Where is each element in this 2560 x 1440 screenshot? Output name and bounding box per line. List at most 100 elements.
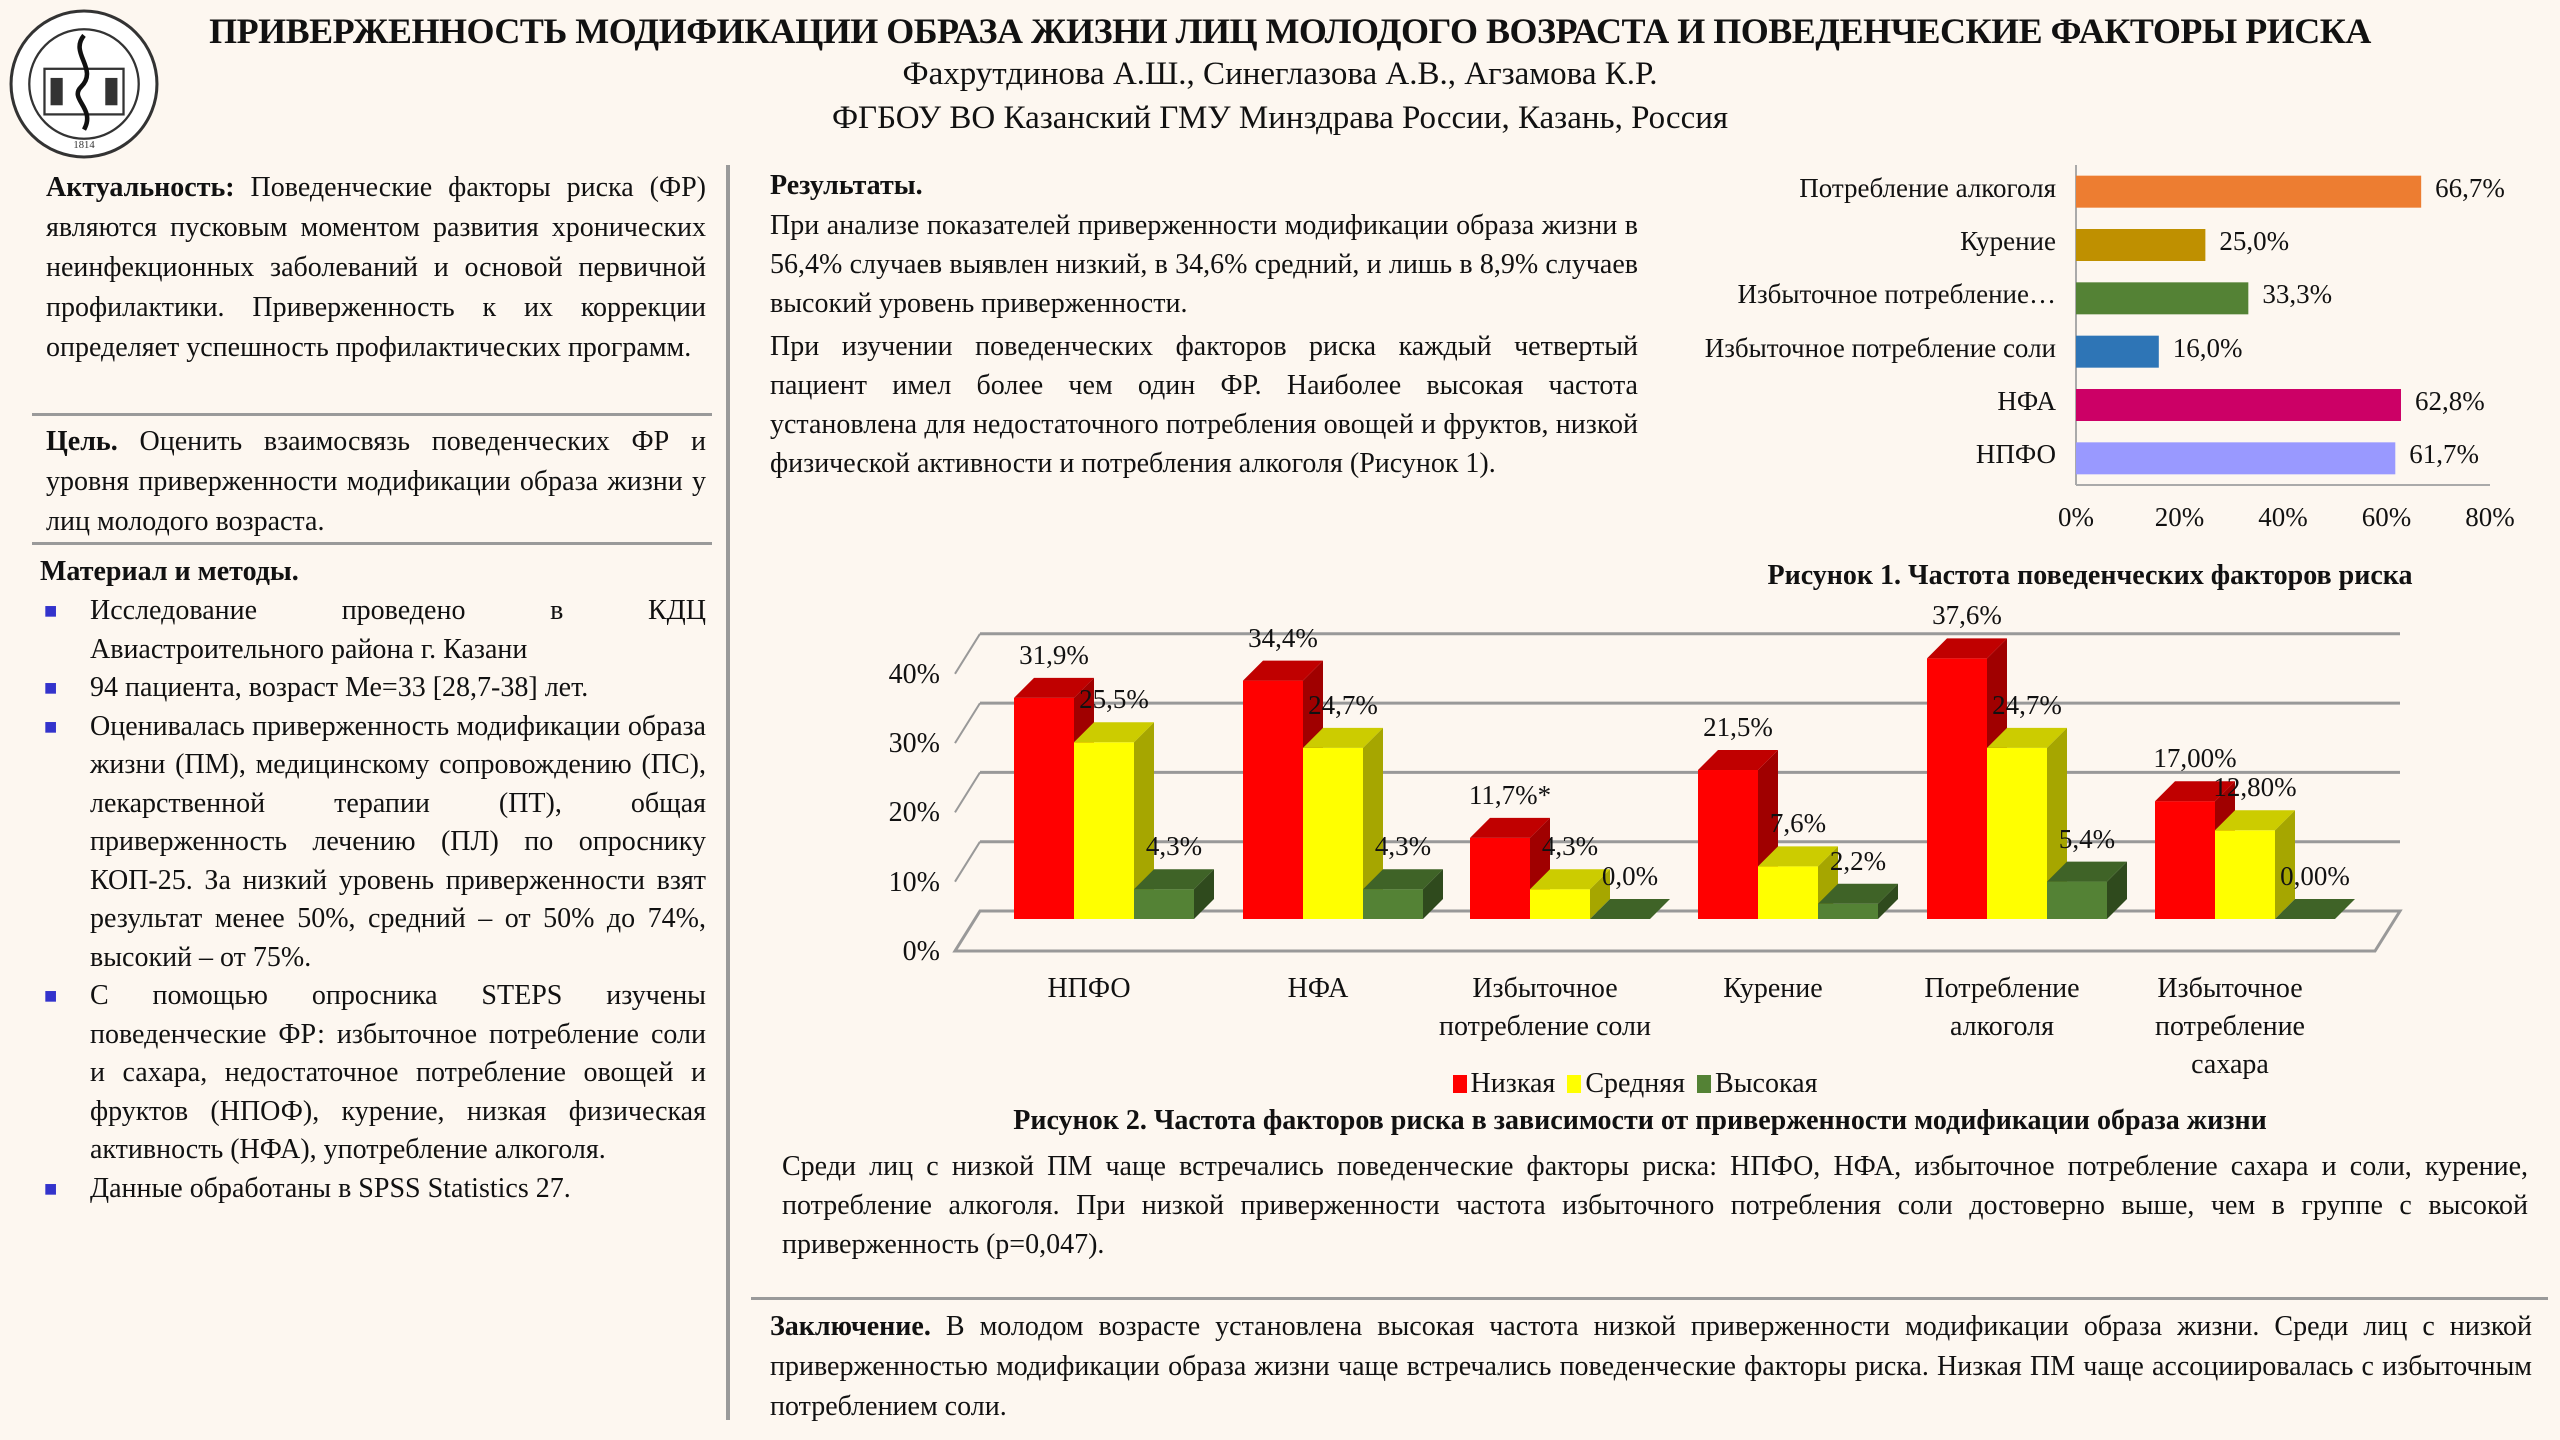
bar (2076, 229, 2206, 261)
legend-swatch (1567, 1075, 1582, 1093)
bar-top (1303, 727, 1383, 748)
bar-front (1134, 889, 1194, 919)
y-tick-label: 30% (888, 728, 940, 760)
legend-item: Высокая (1697, 1068, 1817, 1100)
value-label: 61,7% (2409, 439, 2480, 470)
bar-front (1927, 658, 1987, 919)
bar (2076, 389, 2401, 421)
conclusion-section: Заключение. В молодом возрасте установле… (770, 1307, 2532, 1427)
legend-label: Средняя (1585, 1068, 1686, 1099)
category-label: НПФО (1047, 973, 1131, 1004)
data-label: 12,80% (2213, 772, 2297, 803)
bar-top (1698, 750, 1778, 771)
bar (2076, 282, 2249, 315)
bar-front (1758, 866, 1818, 919)
category-label: Курение (1960, 226, 2056, 256)
x-tick-label: 60% (2361, 502, 2412, 532)
side-wall-gridline (954, 633, 981, 675)
bar-front (1074, 742, 1134, 919)
list-item: ■ Оценивалась приверженность модификации … (40, 708, 706, 978)
actuality-section: Актуальность: Поведенческие факторы риск… (46, 168, 706, 368)
bar-front (1363, 889, 1423, 919)
bar-side (2275, 810, 2295, 919)
bar (2076, 335, 2159, 368)
bar-top (1530, 869, 1610, 890)
bar (2076, 175, 2422, 208)
y-tick-label: 20% (888, 797, 940, 829)
bar-front (1698, 770, 1758, 919)
results-section: Результаты. При анализе показателей прив… (770, 166, 1638, 483)
x-tick-label: 20% (2154, 502, 2205, 532)
y-tick-label: 10% (888, 866, 940, 898)
bar-top (1014, 677, 1094, 698)
results-title: Результаты. (770, 170, 923, 201)
bullet-icon: ■ (44, 983, 58, 1008)
summary-paragraph: Среди лиц с низкой ПМ чаще встречались п… (782, 1151, 2528, 1260)
data-label: 21,5% (1703, 712, 1773, 742)
bar-top (1363, 869, 1443, 890)
bar-side (1423, 869, 1443, 919)
bar-front (1818, 903, 1878, 919)
data-label: 5,4% (2058, 823, 2116, 854)
bar-top (1134, 869, 1214, 890)
chart-figure-1: Потребление алкоголя 66,7% Курение 25,0% Изб… (1600, 150, 2560, 600)
data-label: 0,0% (1601, 861, 1659, 891)
legend-item: Низкая (1452, 1068, 1555, 1100)
list-item: ■ Данные обработаны в SPSS Statistics 27. (40, 1170, 706, 1209)
bar-front (1470, 837, 1530, 919)
divider (32, 413, 712, 416)
methods-list: ■ Исследование проведено в КДЦ Авиастроит… (40, 592, 706, 1208)
chart-floor (952, 909, 2403, 953)
category-label: НФА (1287, 973, 1349, 1004)
svg-text:1814: 1814 (73, 140, 95, 151)
bar-top (1987, 727, 2067, 748)
bar-top (1243, 660, 1323, 681)
methods-section: Материал и методы. ■ Исследование проведе… (40, 552, 706, 1208)
bar-front (1014, 697, 1074, 919)
bar-top (1590, 899, 1670, 919)
data-label: 17,00% (2153, 743, 2237, 774)
legend-swatch (1452, 1075, 1467, 1093)
actuality-text: Поведенческие факторы риска (ФР) являютс… (46, 172, 706, 363)
divider (32, 542, 712, 545)
value-label: 66,7% (2435, 172, 2505, 203)
bar-front (2155, 801, 2215, 919)
value-label: 33,3% (2262, 279, 2333, 310)
legend-swatch (1697, 1075, 1712, 1093)
data-label: 11,7%* (1468, 779, 1552, 810)
bar-top (2215, 810, 2295, 831)
goal-section: Цель. Оценить взаимосвязь поведенческих … (46, 422, 706, 542)
bar-front (1303, 747, 1363, 919)
category-label: Избыточное потребление… (1737, 279, 2057, 310)
poster-title: ПРИВЕРЖЕННОСТЬ МОДИФИКАЦИИ ОБРАЗА ЖИЗНИ … (209, 11, 2371, 51)
university-logo: 1814 (9, 9, 159, 159)
conclusion-text: В молодом возрасте установлена высокая ч… (770, 1311, 2532, 1422)
data-label: 31,9% (1019, 639, 1089, 670)
bar-side (1363, 727, 1383, 919)
chart-2-canvas (952, 632, 2403, 953)
value-label: 16,0% (2172, 332, 2243, 363)
data-label: 34,4% (1248, 622, 1318, 653)
y-tick-label: 0% (902, 936, 940, 967)
bullet-icon: ■ (44, 713, 58, 739)
bar-side (2107, 861, 2127, 919)
bar-front (1530, 889, 1590, 919)
bar-side (1590, 869, 1610, 919)
category-label: Избыточное потребление соли (1439, 973, 1651, 1042)
data-label: 4,3% (1374, 831, 1432, 862)
bar-top (2155, 781, 2235, 802)
data-label: 2,2% (1829, 845, 1887, 876)
chart-2-legend: Низкая Средняя Высокая (820, 1068, 2450, 1100)
bullet-icon: ■ (44, 598, 58, 623)
data-label: 37,6% (1932, 600, 2002, 631)
bar-front (2215, 830, 2275, 919)
bullet-icon: ■ (44, 1175, 58, 1201)
list-item: ■ Исследование проведено в КДЦ Авиастроит… (40, 592, 706, 669)
side-wall-gridline (954, 771, 981, 813)
bar-front (1987, 747, 2047, 919)
data-label: 4,3% (1145, 831, 1203, 862)
actuality-label: Актуальность: (46, 172, 235, 203)
category-label: Курение (1723, 973, 1823, 1004)
side-wall-gridline (954, 841, 981, 883)
x-tick-label: 40% (2258, 502, 2308, 532)
